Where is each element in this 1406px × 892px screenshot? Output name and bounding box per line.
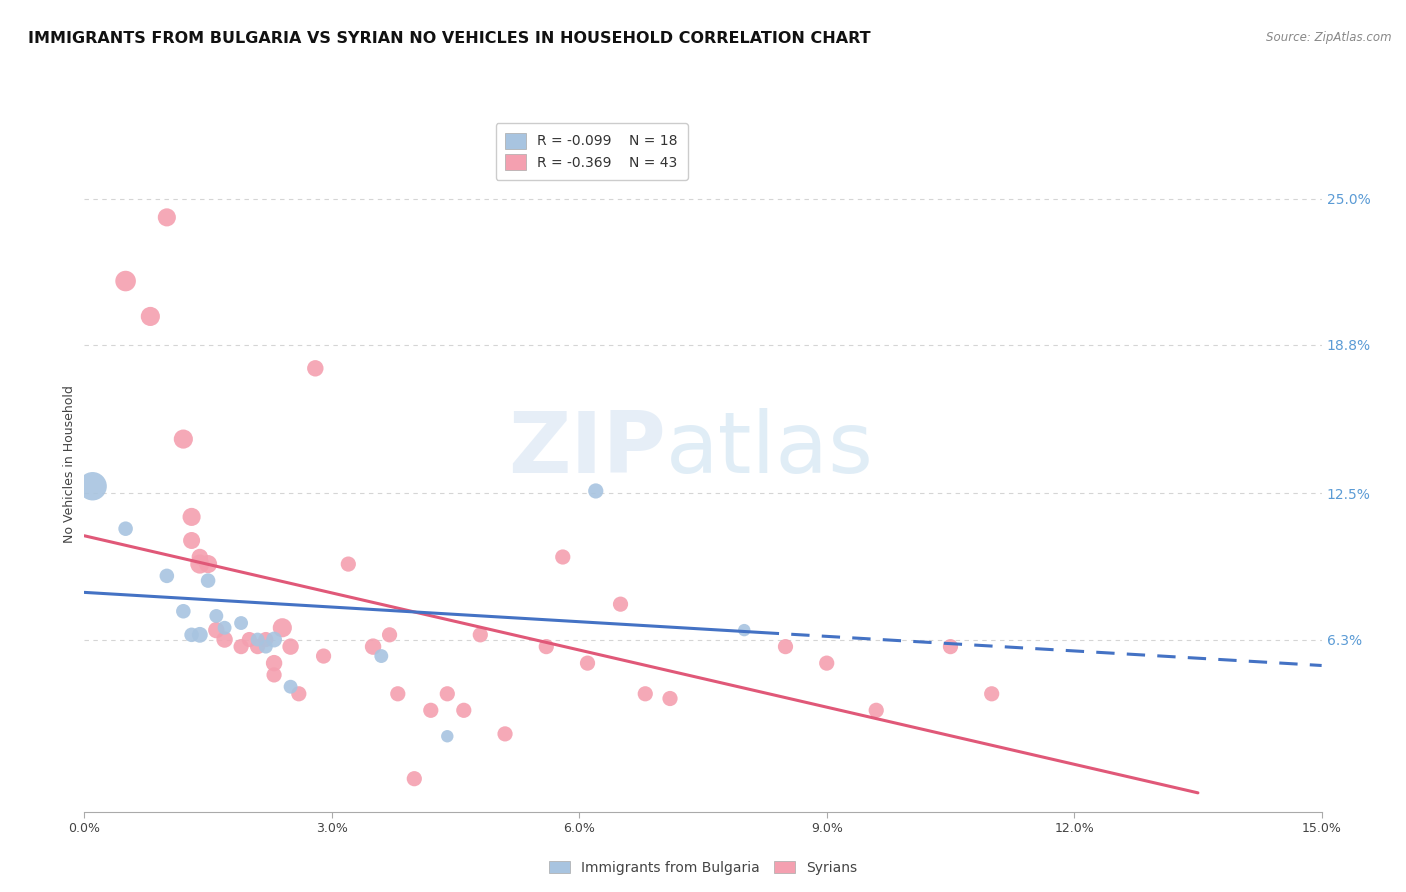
Point [114, 274, 136, 288]
Point [312, 648, 335, 663]
Point [337, 557, 360, 571]
Point [576, 656, 599, 670]
Text: IMMIGRANTS FROM BULGARIA VS SYRIAN NO VEHICLES IN HOUSEHOLD CORRELATION CHART: IMMIGRANTS FROM BULGARIA VS SYRIAN NO VE… [28, 31, 870, 46]
Point [980, 687, 1002, 701]
Point [470, 628, 492, 642]
Point [246, 640, 269, 654]
Point [188, 549, 211, 564]
Point [197, 574, 219, 588]
Point [214, 621, 236, 635]
Point [188, 557, 211, 571]
Point [180, 509, 202, 524]
Point [229, 640, 252, 654]
Point [815, 656, 838, 670]
Point [172, 432, 194, 446]
Point [387, 687, 409, 701]
Point [609, 597, 631, 611]
Point [280, 640, 302, 654]
Point [436, 687, 458, 701]
Point [378, 628, 401, 642]
Point [214, 632, 236, 647]
Point [453, 703, 475, 717]
Point [370, 648, 392, 663]
Point [634, 687, 657, 701]
Point [585, 483, 607, 498]
Point [271, 621, 294, 635]
Point [229, 615, 252, 630]
Point [536, 640, 558, 654]
Point [205, 609, 228, 624]
Point [263, 668, 285, 682]
Text: atlas: atlas [666, 409, 875, 491]
Point [775, 640, 797, 654]
Legend: R = -0.099    N = 18, R = -0.369    N = 43: R = -0.099 N = 18, R = -0.369 N = 43 [496, 123, 688, 180]
Text: Source: ZipAtlas.com: Source: ZipAtlas.com [1267, 31, 1392, 45]
Point [939, 640, 962, 654]
Point [404, 772, 426, 786]
Point [280, 680, 302, 694]
Y-axis label: No Vehicles in Household: No Vehicles in Household [63, 385, 76, 542]
Point [197, 557, 219, 571]
Point [172, 604, 194, 618]
Point [304, 361, 326, 376]
Point [288, 687, 311, 701]
Point [180, 533, 202, 548]
Point [205, 623, 228, 637]
Point [139, 310, 162, 324]
Point [659, 691, 682, 706]
Point [419, 703, 441, 717]
Point [361, 640, 384, 654]
Point [263, 632, 285, 647]
Point [254, 632, 277, 647]
Point [494, 727, 516, 741]
Point [180, 628, 202, 642]
Point [551, 549, 574, 564]
Point [156, 211, 179, 225]
Point [188, 628, 211, 642]
Text: ZIP: ZIP [508, 409, 666, 491]
Point [254, 640, 277, 654]
Point [246, 632, 269, 647]
Point [238, 632, 260, 647]
Point [82, 479, 104, 493]
Legend: Immigrants from Bulgaria, Syrians: Immigrants from Bulgaria, Syrians [544, 855, 862, 880]
Point [436, 729, 458, 743]
Point [733, 623, 755, 637]
Point [263, 656, 285, 670]
Point [865, 703, 887, 717]
Point [156, 569, 179, 583]
Point [114, 522, 136, 536]
